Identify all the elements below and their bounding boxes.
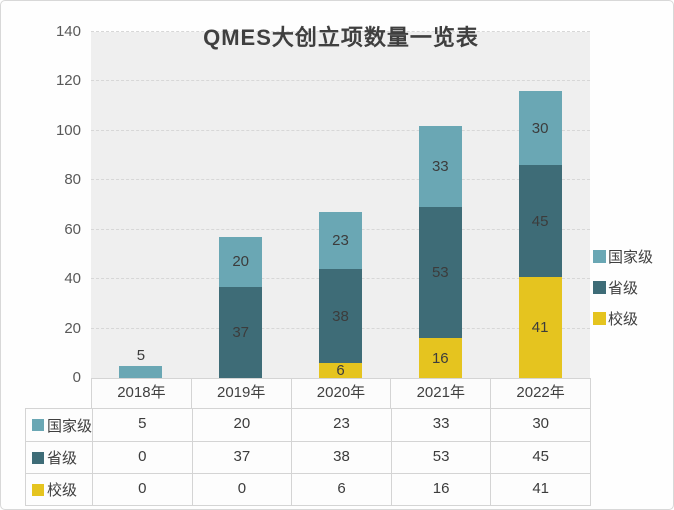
table-row-国家级: 国家级 5 20 23 33 30 — [26, 409, 590, 441]
y-tick-label: 40 — [64, 270, 81, 288]
gridline — [91, 179, 590, 181]
bar-segment-省级: 38 — [319, 269, 362, 364]
data-table: 国家级 5 20 23 33 30 省级 0 37 38 53 45 校级 0 0 6 16 41 — [25, 408, 591, 506]
series-swatch-icon — [32, 451, 44, 464]
bar-value-label: 41 — [531, 318, 549, 336]
table-cell: 16 — [390, 474, 491, 505]
bar-segment-省级: 53 — [418, 207, 462, 339]
stacked-bar-2018年: 5 — [119, 348, 163, 378]
plot-area: 5 37 20 6 38 23 16 53 33 41 45 30 — [91, 31, 590, 378]
y-tick-label: 120 — [55, 72, 81, 90]
x-axis-row: 2018年 2019年 2020年 2021年 2022年 — [91, 378, 591, 409]
legend-swatch-icon — [593, 250, 606, 263]
bar-segment-校级: 6 — [319, 363, 362, 378]
bar-segment-校级: 41 — [518, 276, 562, 378]
table-row-省级: 省级 0 37 38 53 45 — [26, 441, 590, 473]
table-cell: 45 — [490, 442, 590, 473]
legend-item-校级: 校级 — [593, 303, 653, 334]
y-tick-label: 140 — [55, 23, 81, 40]
legend-label: 省级 — [608, 280, 639, 297]
chart-title: QMES大创立项数量一览表 — [203, 25, 479, 50]
bar-value-label: 38 — [332, 307, 349, 325]
bar-value-label: 16 — [431, 349, 449, 367]
legend-swatch-icon — [593, 281, 606, 294]
bar-value-label: 45 — [531, 212, 549, 230]
x-axis-label-2019年: 2019年 — [190, 379, 291, 408]
table-cell: 30 — [490, 409, 590, 441]
legend: 国家级 省级 校级 — [593, 241, 653, 334]
table-cell: 38 — [291, 442, 391, 473]
table-row-校级: 校级 0 0 6 16 41 — [26, 473, 590, 505]
legend-item-省级: 省级 — [593, 272, 653, 303]
bar-segment-省级: 45 — [518, 165, 562, 277]
bar-value-label: 6 — [336, 362, 345, 380]
table-cell: 5 — [92, 409, 192, 441]
bar-segment-国家级: 20 — [219, 237, 263, 287]
table-cell: 0 — [92, 474, 192, 505]
legend-label: 校级 — [608, 311, 639, 328]
table-cell: 23 — [291, 409, 391, 441]
gridline — [91, 31, 590, 32]
table-cell: 6 — [291, 474, 391, 505]
y-tick-label: 80 — [64, 171, 81, 189]
legend-swatch-icon — [593, 312, 606, 325]
table-cell: 0 — [92, 442, 192, 473]
bar-segment-国家级: 30 — [518, 91, 562, 166]
y-tick-label: 60 — [64, 220, 81, 238]
x-axis-label-2022年: 2022年 — [490, 379, 590, 408]
bar-segment-国家级: 5 — [119, 348, 163, 378]
y-tick-label: 0 — [72, 369, 81, 386]
stacked-bar-2021年: 16 53 33 — [418, 125, 462, 378]
series-swatch-icon — [32, 483, 44, 496]
bar-value-label: 37 — [232, 323, 250, 341]
stacked-bar-2019年: 37 20 — [219, 237, 263, 378]
gridline — [91, 80, 590, 82]
bar-value-label: 33 — [431, 158, 449, 176]
table-cell: 33 — [390, 409, 491, 441]
table-cell: 20 — [191, 409, 292, 441]
table-cell: 37 — [191, 442, 292, 473]
bar-value-label: 53 — [431, 264, 449, 282]
bar-segment-国家级: 33 — [418, 125, 462, 208]
table-cell: 0 — [191, 474, 292, 505]
x-axis-label-2020年: 2020年 — [290, 379, 391, 408]
x-axis-label-2021年: 2021年 — [390, 379, 490, 408]
stacked-bar-2020年: 6 38 23 — [319, 212, 362, 378]
bar-segment-校级: 16 — [418, 338, 462, 378]
table-row-label: 校级 — [26, 474, 92, 505]
bar-value-label: 20 — [232, 253, 250, 271]
y-tick-label: 100 — [55, 121, 81, 139]
legend-label: 国家级 — [608, 249, 654, 266]
table-cell: 53 — [390, 442, 491, 473]
bar-segment-省级: 37 — [219, 286, 263, 378]
gridline — [91, 129, 590, 131]
table-row-label: 国家级 — [26, 409, 92, 441]
table-row-label: 省级 — [26, 442, 92, 473]
series-swatch-icon — [32, 419, 44, 431]
stacked-bar-2022年: 41 45 30 — [518, 91, 562, 378]
bar-segment-国家级: 23 — [319, 212, 362, 270]
table-cell: 41 — [490, 474, 590, 505]
bar-value-label: 30 — [531, 119, 549, 137]
legend-item-国家级: 国家级 — [593, 241, 653, 272]
x-axis-label-2018年: 2018年 — [117, 384, 166, 401]
y-tick-label: 20 — [64, 319, 81, 337]
bar-value-label: 5 — [136, 346, 146, 364]
bar-value-label: 23 — [332, 232, 349, 250]
